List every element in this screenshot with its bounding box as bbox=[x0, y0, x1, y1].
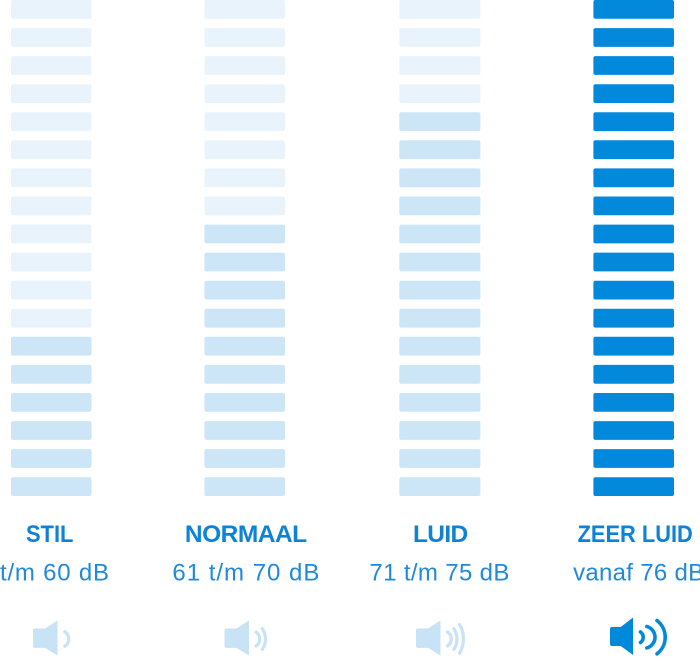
svg-text:STIL: STIL bbox=[26, 521, 74, 548]
svg-text:t/m 60 dB: t/m 60 dB bbox=[0, 560, 109, 587]
svg-text:NORMAAL: NORMAAL bbox=[185, 521, 307, 548]
svg-text:61 t/m 70 dB: 61 t/m 70 dB bbox=[172, 560, 319, 587]
svg-text:ZEER LUID: ZEER LUID bbox=[578, 521, 693, 548]
svg-text:vanaf 76 dB: vanaf 76 dB bbox=[573, 560, 700, 587]
svg-text:71 t/m 75 dB: 71 t/m 75 dB bbox=[369, 560, 509, 587]
svg-text:LUID: LUID bbox=[413, 521, 468, 548]
